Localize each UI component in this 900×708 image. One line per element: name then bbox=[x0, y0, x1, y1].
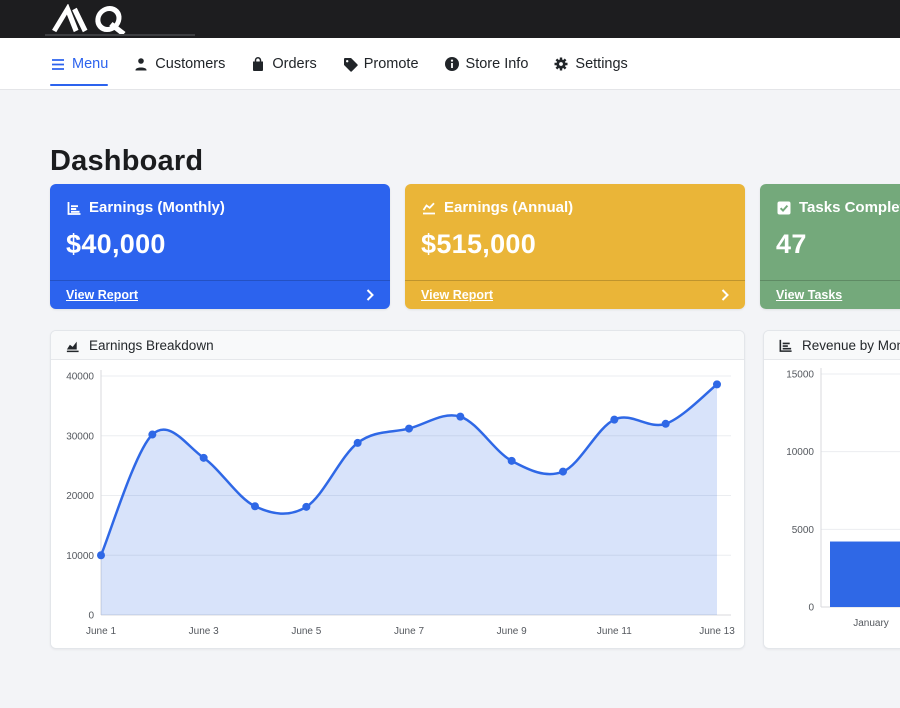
view-report-link[interactable]: View Report bbox=[66, 288, 139, 302]
nav-item-orders[interactable]: Orders bbox=[250, 55, 317, 72]
svg-text:40000: 40000 bbox=[66, 372, 94, 383]
svg-text:June 1: June 1 bbox=[86, 626, 116, 637]
nav-item-label: Menu bbox=[72, 55, 109, 72]
svg-text:June 7: June 7 bbox=[394, 626, 424, 637]
stat-card-title: Tasks Completed bbox=[799, 199, 900, 216]
nav-item-settings[interactable]: Settings bbox=[553, 55, 628, 72]
chart-title: Revenue by Month bbox=[802, 337, 900, 353]
svg-text:June 13: June 13 bbox=[699, 626, 735, 637]
menu-icon bbox=[52, 58, 64, 70]
svg-text:June 9: June 9 bbox=[497, 626, 527, 637]
nav-item-store-info[interactable]: Store Info bbox=[444, 55, 529, 72]
revenue-by-month-chart: 0 5000 10000 15000 January bbox=[786, 368, 900, 629]
stat-card-title: Earnings (Annual) bbox=[444, 199, 574, 216]
svg-text:20000: 20000 bbox=[66, 491, 94, 502]
nav-item-label: Orders bbox=[272, 55, 317, 72]
chevron-right-icon[interactable] bbox=[366, 289, 374, 301]
main-navbar: Menu Customers Orders Promote Store Info… bbox=[0, 38, 900, 90]
bag-icon bbox=[253, 56, 264, 71]
svg-text:0: 0 bbox=[808, 603, 814, 614]
svg-text:January: January bbox=[853, 618, 889, 629]
charts-row: Earnings Breakdown 0 10000 20000 30000 40000… bbox=[50, 330, 900, 649]
nav-item-label: Settings bbox=[575, 55, 628, 72]
stat-card-value: 47 bbox=[776, 229, 807, 259]
svg-text:30000: 30000 bbox=[66, 431, 94, 442]
top-app-bar bbox=[0, 0, 900, 38]
nav-item-menu[interactable]: Menu bbox=[50, 55, 109, 86]
gear-icon bbox=[554, 57, 568, 70]
check-square-icon bbox=[777, 201, 791, 214]
svg-text:June 5: June 5 bbox=[291, 626, 321, 637]
stat-card-earnings-monthly: Earnings (Monthly) $40,000 View Report bbox=[50, 184, 390, 309]
chart-title: Earnings Breakdown bbox=[89, 337, 214, 353]
svg-text:0: 0 bbox=[88, 611, 94, 622]
view-report-link[interactable]: View Report bbox=[421, 288, 494, 302]
stat-card-value: $40,000 bbox=[66, 229, 166, 259]
nav-item-label: Store Info bbox=[465, 55, 529, 72]
line-chart-icon bbox=[422, 202, 435, 214]
revenue-by-month-card: Revenue by Month 0 5000 10000 15000 January bbox=[763, 330, 900, 649]
bar-chart-icon bbox=[67, 201, 81, 215]
view-tasks-link[interactable]: View Tasks bbox=[776, 288, 843, 302]
chart-bar-icon bbox=[779, 339, 792, 352]
brand-logo bbox=[52, 4, 126, 34]
earnings-breakdown-chart: 0 10000 20000 30000 40000 June 1 June 3 June 5 J… bbox=[66, 370, 735, 637]
chevron-right-icon[interactable] bbox=[721, 289, 729, 301]
nav-item-label: Promote bbox=[363, 55, 419, 72]
nav-item-promote[interactable]: Promote bbox=[342, 56, 419, 72]
stat-card-value: $515,000 bbox=[421, 229, 537, 259]
svg-text:5000: 5000 bbox=[792, 525, 815, 536]
logo-underline bbox=[45, 34, 195, 36]
person-icon bbox=[135, 57, 147, 70]
svg-text:15000: 15000 bbox=[786, 370, 814, 381]
svg-text:10000: 10000 bbox=[786, 447, 814, 458]
svg-text:10000: 10000 bbox=[66, 551, 94, 562]
dashboard-content: Dashboard Earnings (Monthly) $40,000 Vie… bbox=[0, 145, 900, 649]
page-title: Dashboard bbox=[50, 145, 204, 177]
chart-area-icon bbox=[66, 341, 79, 352]
nav-item-customers[interactable]: Customers bbox=[133, 56, 225, 72]
svg-text:June 11: June 11 bbox=[597, 626, 632, 637]
svg-text:June 3: June 3 bbox=[189, 626, 219, 637]
stat-cards-row: Earnings (Monthly) $40,000 View Report E… bbox=[50, 184, 900, 309]
nav-item-label: Customers bbox=[155, 55, 226, 72]
tag-icon bbox=[343, 57, 358, 72]
info-icon bbox=[444, 56, 459, 71]
stat-card-title: Earnings (Monthly) bbox=[89, 199, 225, 216]
stat-card-earnings-annual: Earnings (Annual) $515,000 View Report bbox=[405, 184, 745, 309]
earnings-breakdown-card: Earnings Breakdown 0 10000 20000 30000 40000… bbox=[50, 330, 745, 649]
stat-card-tasks-completed: Tasks Completed 47 View Tasks bbox=[760, 184, 900, 309]
